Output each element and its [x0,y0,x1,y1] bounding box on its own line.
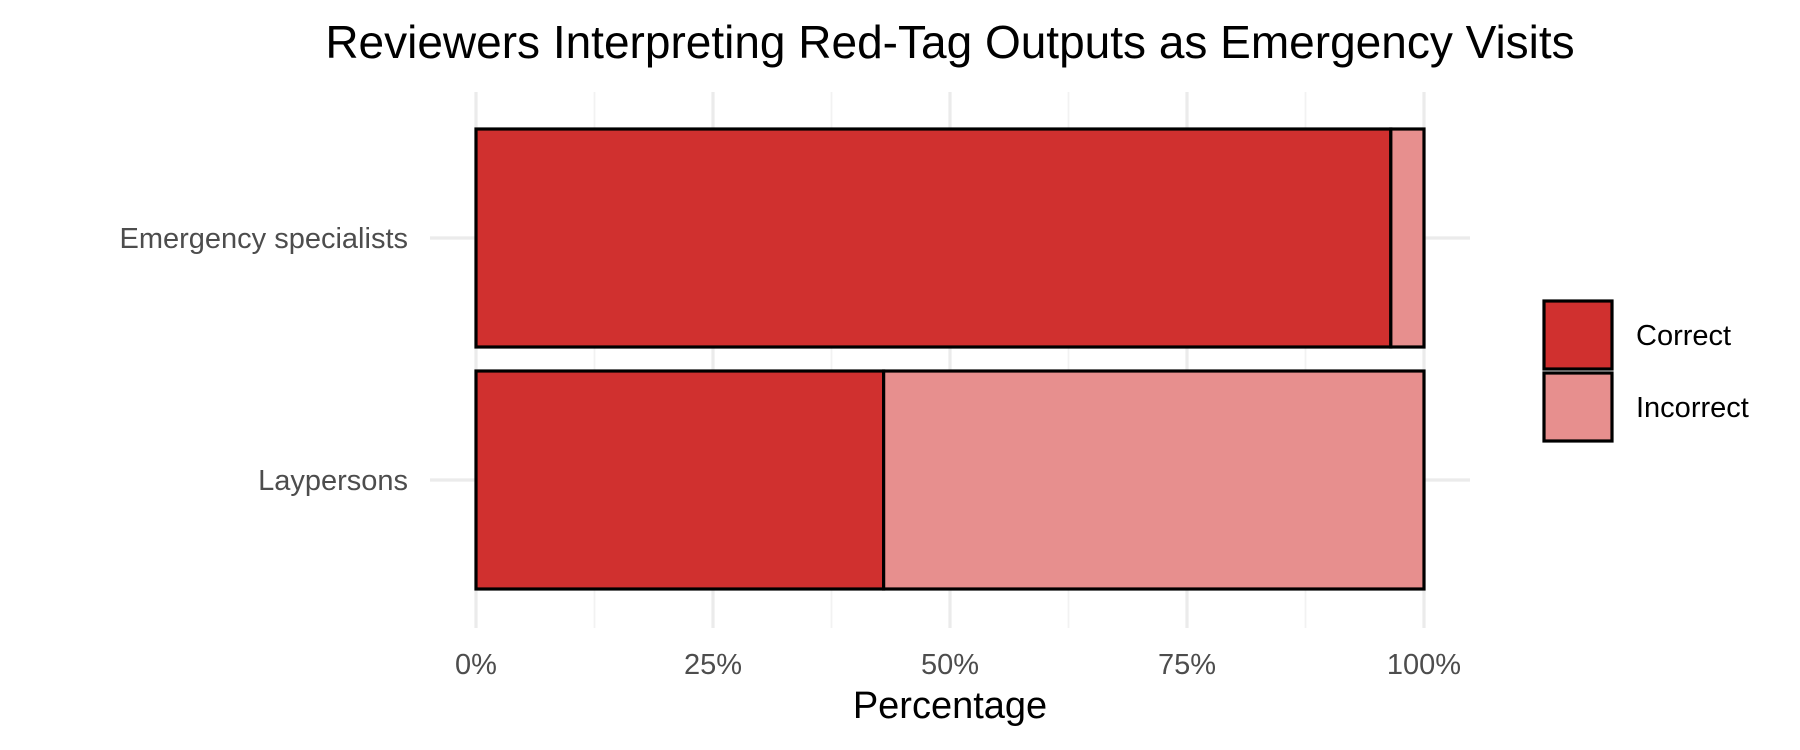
bar-incorrect-0 [1389,127,1426,349]
chart-title: Reviewers Interpreting Red-Tag Outputs a… [325,16,1574,68]
x-tick-label: 0% [455,649,497,681]
x-tick-label: 50% [921,649,979,681]
legend-key-correct [1542,299,1614,371]
x-axis-tick-labels: 0% 25% 50% 75% 100% [455,649,1461,681]
y-axis-tick-labels: Emergency specialists Laypersons [120,223,409,497]
y-tick-label: Laypersons [258,465,408,497]
legend-label-incorrect: Incorrect [1636,392,1749,424]
bar-correct-0 [474,127,1393,349]
x-tick-label: 75% [1158,649,1216,681]
legend: Correct Incorrect [1542,299,1749,443]
y-tick-label: Emergency specialists [120,223,409,255]
bars [474,127,1426,591]
x-tick-label: 100% [1387,649,1461,681]
x-axis-title: Percentage [853,685,1047,727]
legend-label-correct: Correct [1636,320,1731,352]
bar-incorrect-1 [882,369,1426,591]
bar-correct-1 [474,369,886,591]
legend-key-incorrect [1542,371,1614,443]
x-tick-label: 25% [684,649,742,681]
